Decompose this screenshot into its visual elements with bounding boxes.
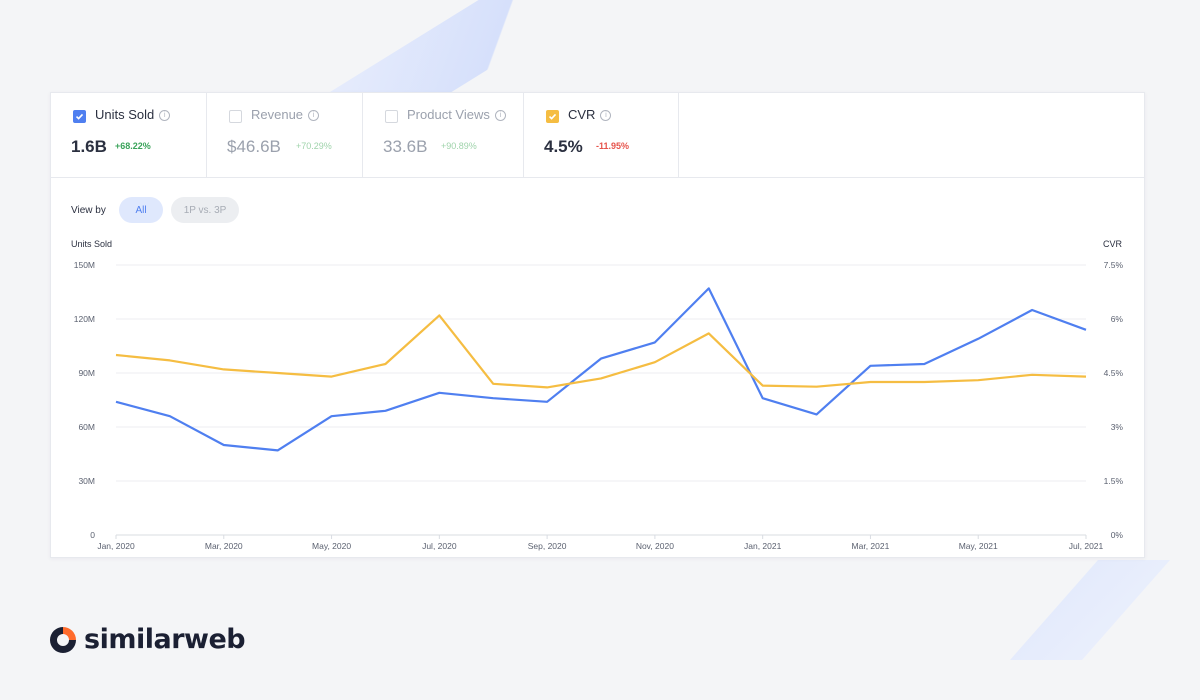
metric-label: Units Sold xyxy=(95,107,155,122)
x-tick-label: Jan, 2020 xyxy=(97,541,135,551)
chart-card: Units Sold i 1.6B +68.22% Revenue i $46.6B… xyxy=(50,92,1145,558)
metric-cvr[interactable]: CVR i 4.5% -11.95% xyxy=(524,93,679,177)
x-tick-label: Jul, 2021 xyxy=(1069,541,1104,551)
x-tick-label: May, 2021 xyxy=(959,541,998,551)
y-tick-label-right: 7.5% xyxy=(1104,260,1124,270)
metric-change: +68.22% xyxy=(115,141,151,151)
checkbox-checked-icon[interactable] xyxy=(73,110,86,123)
metric-value: $46.6B xyxy=(227,137,281,156)
metric-selector-bar: Units Sold i 1.6B +68.22% Revenue i $46.6B… xyxy=(51,93,1144,178)
metric-value: 33.6B xyxy=(383,137,428,156)
x-tick-label: Mar, 2020 xyxy=(205,541,243,551)
metric-change: +90.89% xyxy=(441,141,477,151)
metric-change: -11.95% xyxy=(596,141,630,151)
metric-revenue[interactable]: Revenue i $46.6B +70.29% xyxy=(207,93,363,177)
right-axis-title: CVR xyxy=(1102,239,1122,249)
similarweb-logo-icon xyxy=(50,626,76,653)
y-tick-label-right: 1.5% xyxy=(1104,476,1124,486)
metric-label: Revenue xyxy=(251,107,304,122)
background-decoration xyxy=(1010,560,1170,660)
y-tick-label-right: 6% xyxy=(1111,314,1124,324)
y-tick-label-left: 150M xyxy=(74,260,95,270)
y-tick-label-left: 90M xyxy=(78,368,95,378)
y-tick-label-right: 3% xyxy=(1111,422,1124,432)
y-tick-label-left: 60M xyxy=(78,422,95,432)
metric-units-sold[interactable]: Units Sold i 1.6B +68.22% xyxy=(51,93,207,177)
background-decoration xyxy=(330,0,600,92)
metric-label: CVR xyxy=(568,107,596,122)
checkbox-checked-icon[interactable] xyxy=(546,110,559,123)
view-by-label: View by xyxy=(71,205,106,216)
y-tick-label-right: 4.5% xyxy=(1104,368,1124,378)
cvr-line xyxy=(115,314,1087,389)
view-1p-3p-button[interactable]: 1P vs. 3P xyxy=(171,197,239,223)
metric-value: 1.6B xyxy=(71,137,107,156)
metric-product-views[interactable]: Product Views i 33.6B +90.89% xyxy=(363,93,524,177)
info-icon[interactable]: i xyxy=(308,110,320,122)
metric-change: +70.29% xyxy=(296,141,332,151)
brand-logo: similarweb xyxy=(48,624,246,655)
checkbox-unchecked-icon[interactable] xyxy=(385,110,398,123)
y-tick-label-left: 120M xyxy=(74,314,95,324)
metric-label: Product Views xyxy=(407,107,490,122)
x-tick-label: Mar, 2021 xyxy=(852,541,890,551)
x-tick-label: Jul, 2020 xyxy=(422,541,457,551)
left-axis-title: Units Sold xyxy=(71,239,113,249)
metric-value: 4.5% xyxy=(544,137,583,156)
x-tick-label: May, 2020 xyxy=(312,541,351,551)
y-tick-label-right: 0% xyxy=(1111,530,1124,540)
x-tick-label: Nov, 2020 xyxy=(636,541,674,551)
info-icon[interactable]: i xyxy=(494,110,506,122)
info-icon[interactable]: i xyxy=(159,110,171,122)
y-tick-label-left: 0 xyxy=(90,530,95,540)
y-tick-label-left: 30M xyxy=(78,476,95,486)
info-icon[interactable]: i xyxy=(600,110,612,122)
x-tick-label: Sep, 2020 xyxy=(528,541,567,551)
units-sold-line xyxy=(115,287,1087,452)
line-chart: 0 30M 60M 90M 120M 150M 0% 1.5% 3% 4.5% 6% 7.5% Ja… xyxy=(74,260,1124,551)
brand-name: similarweb xyxy=(84,624,246,655)
view-all-button[interactable]: All xyxy=(119,197,163,223)
checkbox-unchecked-icon[interactable] xyxy=(229,110,242,123)
x-tick-label: Jan, 2021 xyxy=(744,541,782,551)
